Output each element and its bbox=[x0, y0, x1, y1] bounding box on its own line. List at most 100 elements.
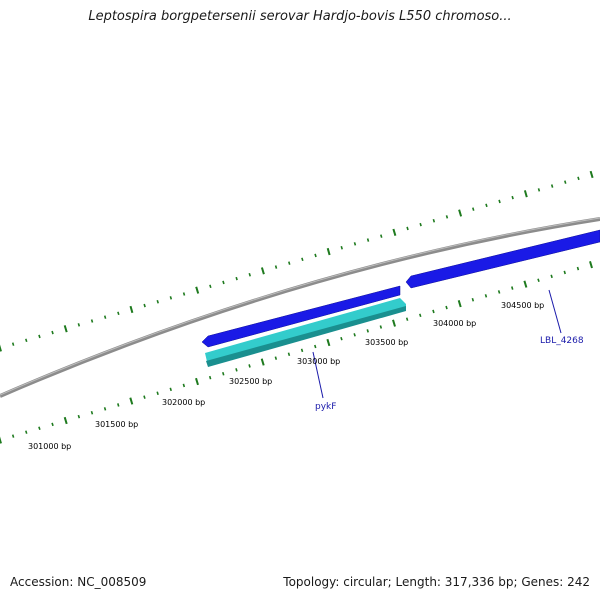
outer-ring-major-tick bbox=[63, 325, 68, 333]
outer-ring-minor-tick bbox=[419, 222, 422, 227]
outer-ring-minor-tick bbox=[235, 276, 238, 281]
outer-ring-minor-tick bbox=[288, 261, 291, 265]
outer-ring-minor-tick bbox=[222, 280, 225, 285]
gene-pykf-shadow bbox=[206, 306, 406, 367]
inner-ring-major-tick bbox=[457, 300, 462, 308]
outer-ring-minor-tick bbox=[182, 292, 186, 296]
inner-ring-minor-tick bbox=[222, 371, 225, 376]
outer-ring-minor-tick bbox=[11, 342, 15, 346]
tick-label-304500: 304500 bp bbox=[501, 301, 544, 310]
inner-ring-minor-tick bbox=[432, 309, 435, 314]
genome-summary-text: Topology: circular; Length: 317,336 bp; … bbox=[283, 575, 590, 589]
inner-ring-minor-tick bbox=[366, 329, 369, 333]
outer-ring-major-tick bbox=[523, 190, 528, 198]
outer-ring-minor-tick bbox=[169, 296, 173, 300]
inner-ring-major-tick bbox=[326, 338, 331, 347]
outer-ring-major-tick bbox=[0, 344, 2, 352]
inner-ring-major-tick bbox=[260, 358, 265, 366]
outer-tick-ring bbox=[0, 170, 594, 352]
outer-ring-minor-tick bbox=[77, 323, 81, 327]
inner-ring-minor-tick bbox=[550, 274, 553, 279]
inner-ring-minor-tick bbox=[340, 336, 343, 341]
inner-ring-minor-tick bbox=[471, 297, 475, 302]
inner-ring-minor-tick bbox=[497, 290, 501, 294]
inner-ring-minor-tick bbox=[51, 422, 54, 427]
inner-ring-minor-tick bbox=[405, 317, 409, 321]
accession-text: Accession: NC_008509 bbox=[10, 575, 147, 589]
tick-label-303000: 303000 bp bbox=[297, 357, 340, 366]
inner-ring-major-tick bbox=[0, 436, 2, 444]
inner-ring-minor-tick bbox=[248, 364, 251, 368]
inner-ring-minor-tick bbox=[287, 352, 291, 357]
inner-ring-minor-tick bbox=[300, 348, 304, 353]
gene-lbl-4268 bbox=[405, 229, 600, 289]
inner-ring-minor-tick bbox=[274, 356, 278, 360]
tick-label-303500: 303500 bp bbox=[365, 338, 408, 347]
inner-ring-major-tick bbox=[195, 377, 199, 386]
inner-ring-major-tick bbox=[589, 261, 593, 269]
outer-ring-minor-tick bbox=[340, 245, 343, 250]
outer-ring-minor-tick bbox=[366, 238, 370, 242]
outer-ring-minor-tick bbox=[143, 303, 146, 308]
outer-ring-major-tick bbox=[392, 228, 397, 236]
inner-ring-major-tick bbox=[392, 319, 396, 327]
outer-ring-major-tick bbox=[260, 267, 265, 275]
outer-ring-minor-tick bbox=[577, 176, 580, 181]
outer-ring-minor-tick bbox=[156, 299, 159, 304]
inner-ring-minor-tick bbox=[419, 313, 422, 318]
gene-label-lbl-4268: LBL_4268 bbox=[540, 336, 584, 346]
outer-ring-minor-tick bbox=[314, 253, 317, 258]
outer-ring-minor-tick bbox=[550, 184, 554, 188]
outer-ring-minor-tick bbox=[537, 188, 541, 192]
outer-ring-minor-tick bbox=[25, 338, 28, 343]
inner-ring-minor-tick bbox=[156, 391, 159, 396]
inner-ring-major-tick bbox=[523, 280, 528, 288]
tick-label-302000: 302000 bp bbox=[162, 398, 205, 407]
outer-ring-minor-tick bbox=[564, 180, 567, 184]
inner-ring-minor-tick bbox=[314, 344, 317, 349]
outer-ring-major-tick bbox=[589, 170, 594, 179]
inner-ring-minor-tick bbox=[90, 410, 94, 415]
outer-ring-minor-tick bbox=[248, 272, 251, 277]
pykf-label-connector bbox=[312, 351, 324, 399]
chromosome-backbone bbox=[0, 217, 600, 398]
inner-ring-minor-tick bbox=[353, 333, 356, 337]
gene-label-pykf: pykF bbox=[315, 402, 336, 412]
tick-label-304000: 304000 bp bbox=[433, 319, 476, 328]
outer-ring-major-tick bbox=[129, 305, 134, 314]
inner-ring-minor-tick bbox=[235, 368, 238, 372]
inner-ring-minor-tick bbox=[38, 426, 41, 431]
outer-ring-minor-tick bbox=[472, 207, 475, 211]
outer-ring-minor-tick bbox=[209, 284, 212, 289]
outer-ring-minor-tick bbox=[353, 242, 357, 246]
inner-ring-minor-tick bbox=[103, 407, 107, 411]
outer-ring-minor-tick bbox=[432, 218, 436, 223]
outer-ring-minor-tick bbox=[51, 330, 54, 335]
inner-ring-major-tick bbox=[63, 416, 68, 425]
outer-ring-major-tick bbox=[195, 286, 200, 294]
outer-ring-major-tick bbox=[458, 209, 463, 217]
inner-ring-minor-tick bbox=[537, 278, 540, 283]
outer-ring-minor-tick bbox=[445, 215, 449, 219]
inner-ring-minor-tick bbox=[576, 266, 580, 271]
outer-ring-minor-tick bbox=[406, 226, 409, 231]
outer-ring-minor-tick bbox=[117, 311, 120, 316]
inner-ring-minor-tick bbox=[379, 325, 383, 329]
inner-ring-minor-tick bbox=[11, 434, 15, 438]
inner-ring-minor-tick bbox=[77, 414, 81, 419]
chromosome-backbone-highlight bbox=[0, 217, 600, 396]
outer-ring-minor-tick bbox=[498, 199, 501, 204]
inner-ring-minor-tick bbox=[169, 387, 172, 392]
inner-ring-minor-tick bbox=[117, 403, 120, 407]
outer-ring-minor-tick bbox=[380, 234, 383, 238]
outer-ring-minor-tick bbox=[274, 265, 278, 269]
outer-ring-major-tick bbox=[326, 247, 331, 256]
outer-ring-minor-tick bbox=[103, 315, 107, 319]
inner-ring-minor-tick bbox=[25, 430, 28, 434]
lbl-4268-label-connector bbox=[548, 289, 562, 334]
inner-tick-ring bbox=[0, 261, 593, 444]
outer-ring-minor-tick bbox=[301, 257, 304, 262]
tick-label-301500: 301500 bp bbox=[95, 420, 138, 429]
inner-ring-minor-tick bbox=[445, 305, 448, 310]
